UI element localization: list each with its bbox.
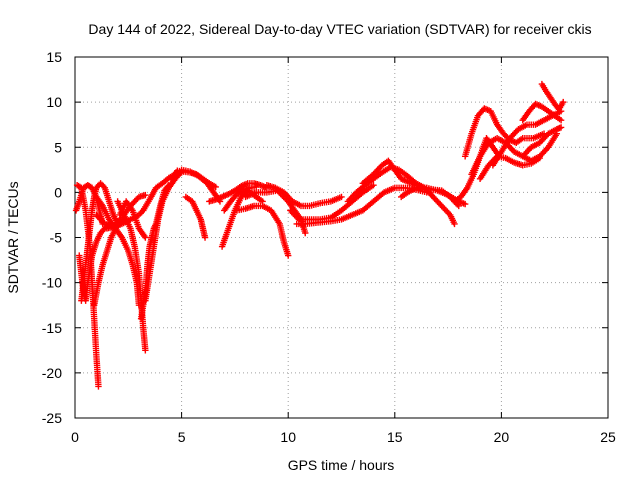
- series-arc16: [182, 193, 209, 241]
- x-tick-label: 0: [71, 429, 79, 445]
- data-point: [212, 183, 219, 191]
- x-tick-label: 15: [387, 429, 403, 445]
- data-point: [253, 183, 260, 191]
- y-tick-label: -25: [42, 410, 62, 426]
- data-point: [142, 191, 149, 199]
- series-arc27: [397, 184, 469, 208]
- data-point: [451, 220, 458, 228]
- y-tick-label: -15: [42, 320, 62, 336]
- series-arc29: [461, 105, 548, 160]
- data-point: [560, 98, 567, 106]
- x-axis-label: GPS time / hours: [288, 457, 395, 473]
- data-point: [338, 193, 345, 201]
- data-point: [285, 252, 292, 259]
- y-tick-label: -20: [42, 365, 62, 381]
- data-point: [461, 200, 469, 208]
- y-tick-label: -5: [50, 230, 63, 246]
- series-arc20: [233, 202, 292, 259]
- series-arc28: [451, 135, 503, 205]
- data-point: [557, 116, 565, 124]
- chart-title: Day 144 of 2022, Sidereal Day-to-day VTE…: [88, 21, 591, 37]
- grid-layer: [75, 57, 608, 418]
- series-arc4: [78, 180, 121, 304]
- series-arc6: [93, 193, 143, 309]
- data-point: [557, 124, 565, 131]
- series-arc33: [519, 124, 565, 160]
- series-arc17: [206, 180, 271, 205]
- data-point: [142, 234, 149, 241]
- series-arc35: [519, 100, 565, 124]
- y-axis-label: SDTVAR / TECUs: [5, 181, 21, 293]
- data-point: [302, 229, 309, 237]
- series-arc12: [142, 168, 185, 304]
- series-arc10: [116, 198, 149, 241]
- tick-layer: 0 5 10 15 20 25 -25 -20 -15 -10 -5 0 5 10 15: [42, 49, 616, 445]
- data-point: [95, 383, 102, 390]
- x-tick-label: 5: [178, 429, 186, 445]
- data-series-layer: [72, 80, 567, 390]
- y-tick-label: 5: [54, 139, 62, 155]
- data-point: [201, 234, 209, 241]
- data-point: [536, 154, 543, 162]
- y-tick-label: 10: [46, 94, 62, 110]
- y-tick-label: 15: [46, 49, 62, 65]
- data-point: [370, 181, 377, 189]
- x-tick-label: 10: [280, 429, 296, 445]
- series-arc34: [538, 80, 567, 113]
- x-tick-label: 20: [494, 429, 510, 445]
- x-tick-label: 25: [600, 429, 616, 445]
- y-tick-label: -10: [42, 275, 62, 291]
- series-arc19: [221, 183, 260, 214]
- data-point: [142, 347, 149, 354]
- y-tick-label: 0: [54, 184, 62, 200]
- series-arc22: [263, 181, 345, 210]
